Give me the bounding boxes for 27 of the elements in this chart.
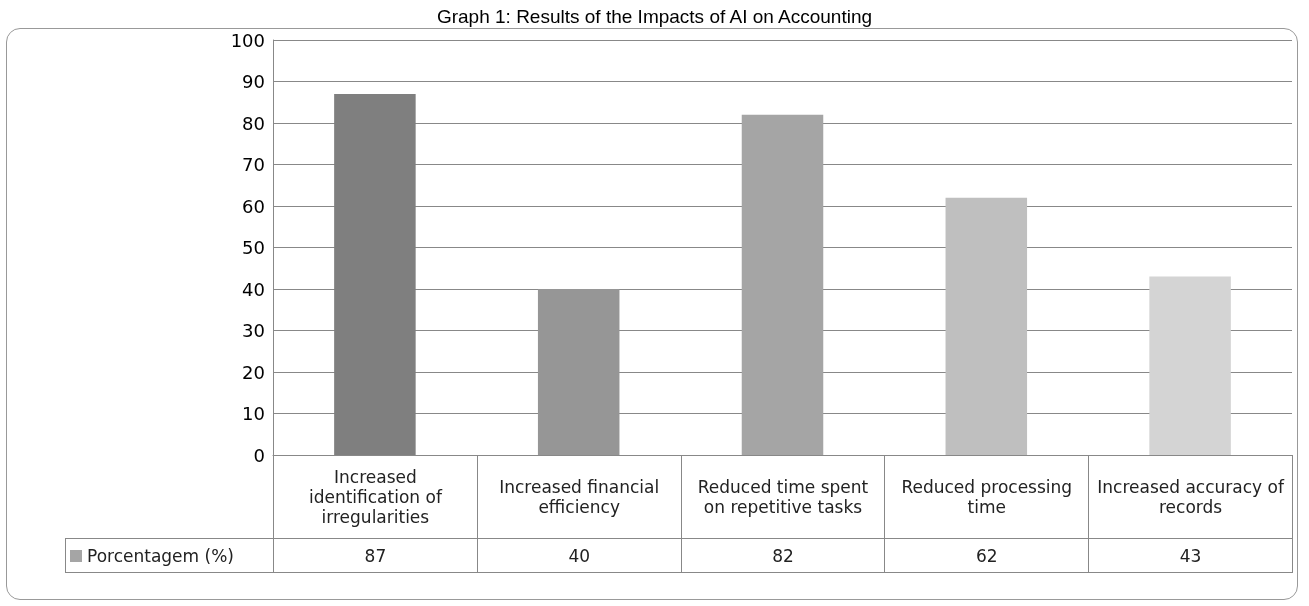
y-tick-label: 30 — [242, 320, 265, 341]
data-label: 87 — [273, 538, 478, 573]
data-label: 82 — [681, 538, 885, 573]
bar — [741, 114, 824, 455]
y-tick-label: 50 — [242, 237, 265, 258]
x-tick-label: Increased accuracy of records — [1088, 455, 1293, 539]
y-tick-label: 70 — [242, 154, 265, 175]
y-tick-label: 40 — [242, 278, 265, 300]
data-label: 40 — [477, 538, 682, 573]
bar — [945, 197, 1028, 455]
legend-label: Porcentagem (%) — [65, 538, 274, 573]
y-tick-label: 90 — [242, 71, 265, 92]
chart-title: Graph 1: Results of the Impacts of AI on Accounting — [436, 6, 873, 27]
y-tick-label: 60 — [242, 195, 265, 217]
x-tick-label: Increased identification of irregularities — [273, 455, 478, 539]
y-tick-label: 0 — [253, 444, 265, 466]
data-label: 43 — [1088, 538, 1293, 573]
y-tick-label: 20 — [242, 361, 265, 383]
x-tick-label: Reduced time spent on repetitive tasks — [681, 455, 885, 539]
bar — [537, 289, 620, 455]
x-tick-label: Increased financial efficiency — [477, 455, 682, 539]
bar — [1149, 276, 1231, 455]
x-tick-label: Reduced processing time — [884, 455, 1089, 539]
y-tick-label: 80 — [242, 112, 265, 134]
y-tick-label: 10 — [242, 403, 265, 424]
y-tick-label: 100 — [230, 29, 265, 51]
data-label: 62 — [884, 538, 1089, 573]
